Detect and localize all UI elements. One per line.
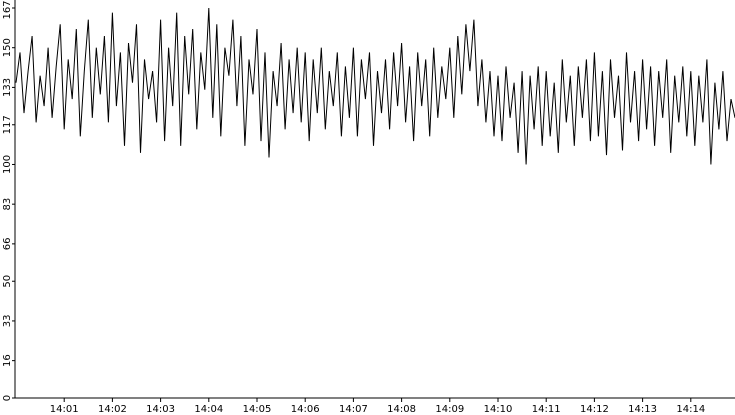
x-tick-label: 14:08 — [387, 404, 416, 415]
x-tick-label: 14:02 — [98, 404, 127, 415]
y-tick-label: 83 — [2, 198, 13, 211]
y-tick-label: 66 — [2, 238, 13, 251]
y-tick-label: 50 — [2, 275, 13, 288]
x-tick-label: 14:01 — [50, 404, 79, 415]
x-tick-label: 14:13 — [628, 404, 657, 415]
x-tick-label: 14:11 — [532, 404, 561, 415]
y-tick-label: 100 — [2, 155, 13, 174]
data-line — [15, 7, 735, 165]
y-tick-label: 33 — [2, 315, 13, 328]
y-tick-label: 133 — [2, 78, 13, 97]
x-tick-label: 14:03 — [146, 404, 175, 415]
x-tick-label: 14:04 — [194, 404, 223, 415]
y-tick-label: 167 — [2, 0, 13, 19]
x-tick-label: 14:10 — [484, 404, 513, 415]
x-tick-label: 14:09 — [435, 404, 464, 415]
x-tick-label: 14:12 — [580, 404, 609, 415]
x-tick-label: 14:14 — [676, 404, 705, 415]
y-tick-label: 0 — [2, 395, 13, 401]
x-tick-label: 14:05 — [243, 404, 272, 415]
x-tick-label: 14:06 — [291, 404, 320, 415]
y-tick-label: 150 — [2, 38, 13, 57]
y-tick-label: 117 — [2, 115, 13, 134]
y-tick-label: 16 — [2, 354, 13, 367]
x-tick-label: 14:07 — [339, 404, 368, 415]
